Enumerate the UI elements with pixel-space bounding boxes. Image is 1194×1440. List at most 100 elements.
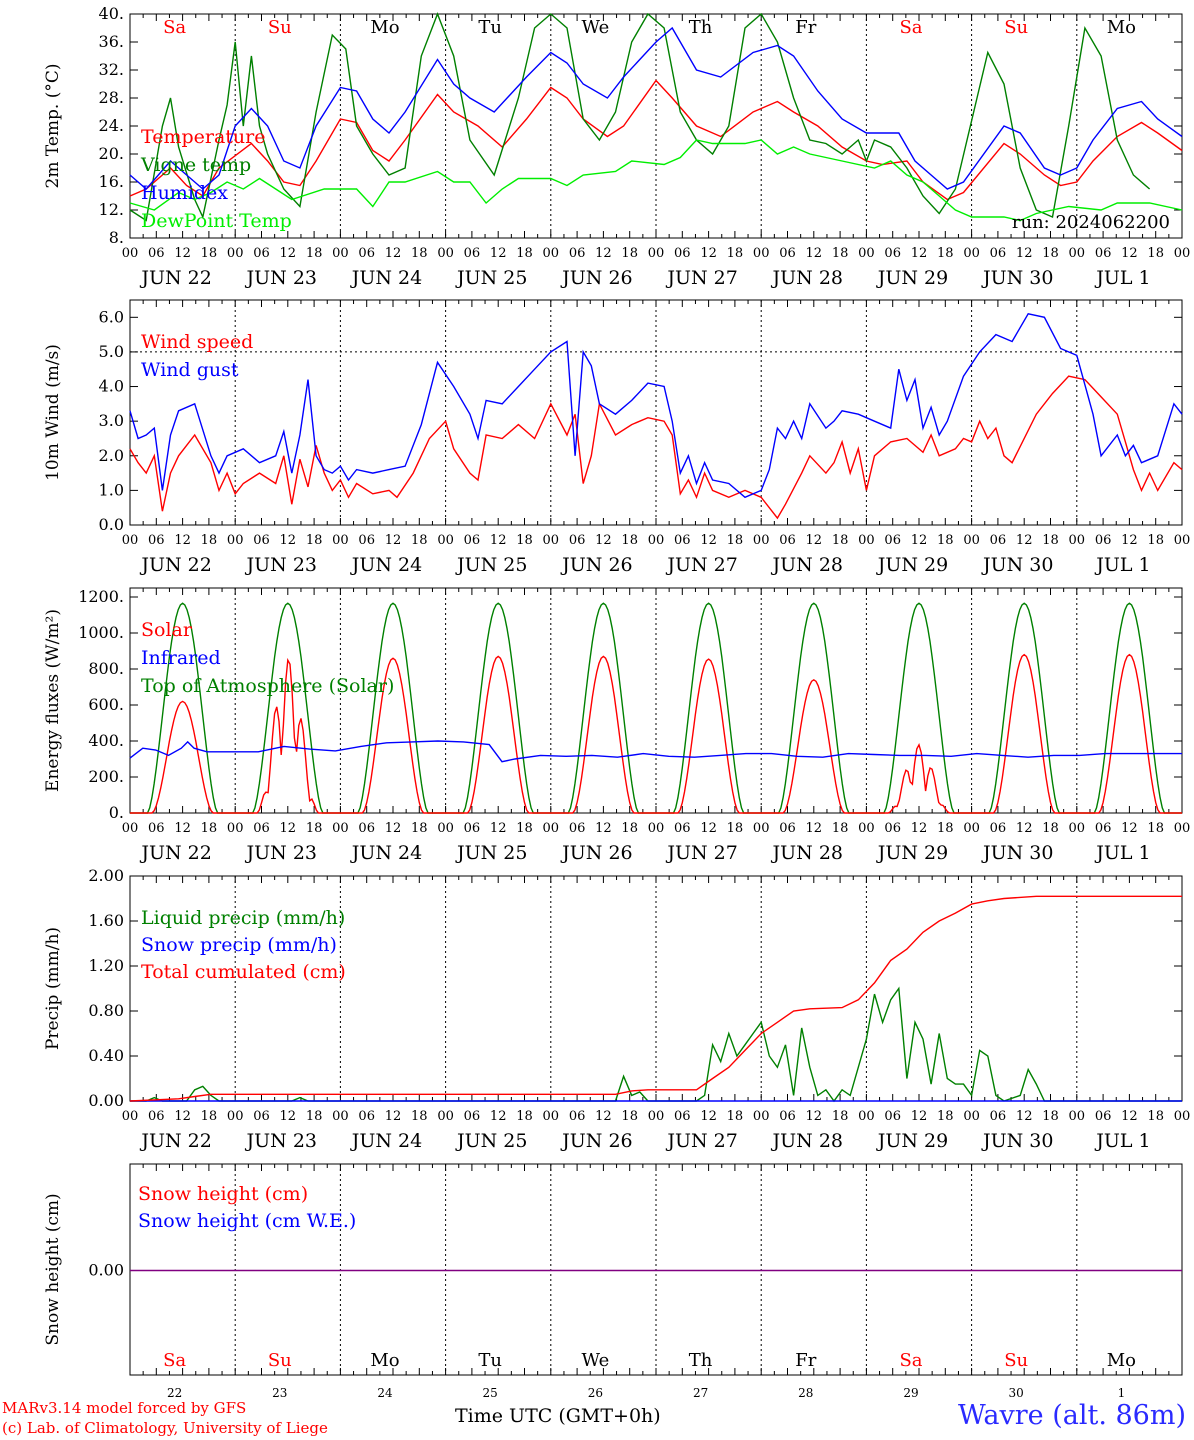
temperature-series-2 bbox=[129, 26, 1183, 190]
wind-series-0 bbox=[129, 375, 1183, 520]
hour-tick-label: 12 bbox=[700, 1109, 717, 1124]
day-number: 27 bbox=[693, 1386, 708, 1400]
y-axis-title: Precip (mm/h) bbox=[43, 927, 63, 1050]
time-axis-label: Time UTC (GMT+0h) bbox=[455, 1405, 661, 1427]
hour-tick-label: 06 bbox=[464, 246, 481, 261]
panel-temperature: 2m Temp. (°C) 00 06 12 18 00 06 12 18 00 06 12 18 00 0… bbox=[43, 13, 1191, 289]
date-label: JUN 27 bbox=[665, 842, 737, 864]
hour-tick-label: 18 bbox=[201, 246, 218, 261]
hour-tick-label: 00 bbox=[648, 533, 665, 548]
hour-tick-label: 18 bbox=[411, 821, 428, 836]
day-label-top: Mo bbox=[370, 17, 399, 38]
hour-tick-label: 00 bbox=[437, 246, 454, 261]
hour-tick-label: 12 bbox=[595, 821, 612, 836]
precip-series-2 bbox=[129, 895, 1182, 1102]
date-label: JUL 1 bbox=[1094, 1130, 1150, 1152]
hour-tick-label: 00 bbox=[1174, 1109, 1191, 1124]
hour-tick-label: 06 bbox=[464, 1109, 481, 1124]
y-tick-label: 1.60 bbox=[88, 911, 124, 930]
hour-tick-label: 06 bbox=[358, 533, 375, 548]
hour-tick-label: 00 bbox=[332, 246, 349, 261]
hour-tick-label: 00 bbox=[437, 533, 454, 548]
day-label-top: Mo bbox=[1107, 17, 1136, 38]
y-tick-label: 0.80 bbox=[88, 1001, 124, 1020]
hour-tick-label: 18 bbox=[621, 821, 638, 836]
day-label-top: We bbox=[582, 17, 610, 38]
day-number: 23 bbox=[272, 1386, 287, 1400]
hour-tick-label: 06 bbox=[779, 533, 796, 548]
hour-tick-label: 00 bbox=[543, 821, 560, 836]
date-label: JUN 29 bbox=[876, 842, 948, 864]
date-label: JUN 25 bbox=[455, 1130, 527, 1152]
date-label: JUN 28 bbox=[771, 554, 843, 576]
date-label: JUN 25 bbox=[455, 554, 527, 576]
date-label: JUN 26 bbox=[560, 267, 632, 289]
legend-energy-2: Top of Atmosphere (Solar) bbox=[141, 675, 394, 697]
hour-tick-label: 18 bbox=[411, 246, 428, 261]
day-label-bottom: Th bbox=[689, 1350, 713, 1371]
hour-tick-label: 18 bbox=[1042, 821, 1059, 836]
hour-tick-label: 00 bbox=[858, 533, 875, 548]
y-tick-label: 36. bbox=[99, 32, 124, 51]
hour-tick-label: 00 bbox=[437, 1109, 454, 1124]
hour-tick-label: 06 bbox=[148, 821, 165, 836]
y-tick-label: 32. bbox=[99, 60, 124, 79]
hour-tick-label: 18 bbox=[832, 1109, 849, 1124]
hour-tick-label: 06 bbox=[884, 1109, 901, 1124]
day-label-bottom: We bbox=[582, 1350, 610, 1371]
hour-tick-label: 00 bbox=[227, 821, 244, 836]
y-tick-label: 0.40 bbox=[88, 1046, 124, 1065]
hour-tick-label: 18 bbox=[516, 821, 533, 836]
hour-tick-label: 12 bbox=[385, 246, 402, 261]
hour-tick-label: 12 bbox=[911, 1109, 928, 1124]
hour-tick-label: 00 bbox=[437, 821, 454, 836]
date-label: JUN 24 bbox=[350, 554, 422, 576]
hour-tick-label: 12 bbox=[490, 821, 507, 836]
hour-tick-label: 12 bbox=[280, 533, 297, 548]
hour-tick-label: 12 bbox=[911, 821, 928, 836]
hour-tick-label: 12 bbox=[174, 821, 191, 836]
legend-wind-1: Wind gust bbox=[141, 359, 239, 381]
hour-tick-label: 18 bbox=[832, 533, 849, 548]
date-label: JUN 24 bbox=[350, 1130, 422, 1152]
hour-tick-label: 00 bbox=[858, 246, 875, 261]
day-number: 30 bbox=[1009, 1386, 1024, 1400]
hour-tick-label: 00 bbox=[1069, 533, 1086, 548]
hour-tick-label: 12 bbox=[806, 246, 823, 261]
legend-precip-1: Snow precip (mm/h) bbox=[141, 934, 337, 956]
hour-tick-label: 18 bbox=[1147, 246, 1164, 261]
date-label: JUL 1 bbox=[1094, 842, 1150, 864]
hour-tick-label: 12 bbox=[174, 1109, 191, 1124]
day-label-bottom: Sa bbox=[163, 1350, 186, 1371]
hour-tick-label: 18 bbox=[306, 246, 323, 261]
y-tick-label: 5.0 bbox=[99, 342, 124, 361]
hour-tick-label: 12 bbox=[1121, 533, 1138, 548]
hour-tick-label: 12 bbox=[700, 533, 717, 548]
hour-tick-label: 00 bbox=[963, 1109, 980, 1124]
day-label-top: Tu bbox=[478, 17, 502, 38]
date-label: JUN 30 bbox=[981, 267, 1053, 289]
hour-tick-label: 18 bbox=[621, 1109, 638, 1124]
day-label-bottom: Tu bbox=[478, 1350, 502, 1371]
hour-tick-label: 06 bbox=[358, 246, 375, 261]
day-number: 29 bbox=[903, 1386, 918, 1400]
date-label: JUN 30 bbox=[981, 1130, 1053, 1152]
date-label: JUN 30 bbox=[981, 554, 1053, 576]
hour-tick-label: 00 bbox=[1069, 246, 1086, 261]
hour-tick-label: 00 bbox=[1174, 246, 1191, 261]
hour-tick-label: 18 bbox=[411, 1109, 428, 1124]
hour-tick-label: 06 bbox=[779, 821, 796, 836]
hour-tick-label: 00 bbox=[1174, 533, 1191, 548]
temperature-series-3 bbox=[129, 139, 1183, 222]
hour-tick-label: 06 bbox=[253, 821, 270, 836]
y-tick-label: 1000. bbox=[78, 623, 124, 642]
hour-tick-label: 12 bbox=[1121, 821, 1138, 836]
legend-temperature-2: Humidex bbox=[141, 182, 228, 204]
y-tick-label: 8. bbox=[109, 228, 124, 247]
hour-tick-label: 12 bbox=[1016, 1109, 1033, 1124]
hour-tick-label: 06 bbox=[1095, 821, 1112, 836]
hour-tick-label: 06 bbox=[884, 821, 901, 836]
hour-tick-label: 00 bbox=[332, 821, 349, 836]
hour-tick-label: 18 bbox=[201, 821, 218, 836]
date-label: JUN 28 bbox=[771, 1130, 843, 1152]
